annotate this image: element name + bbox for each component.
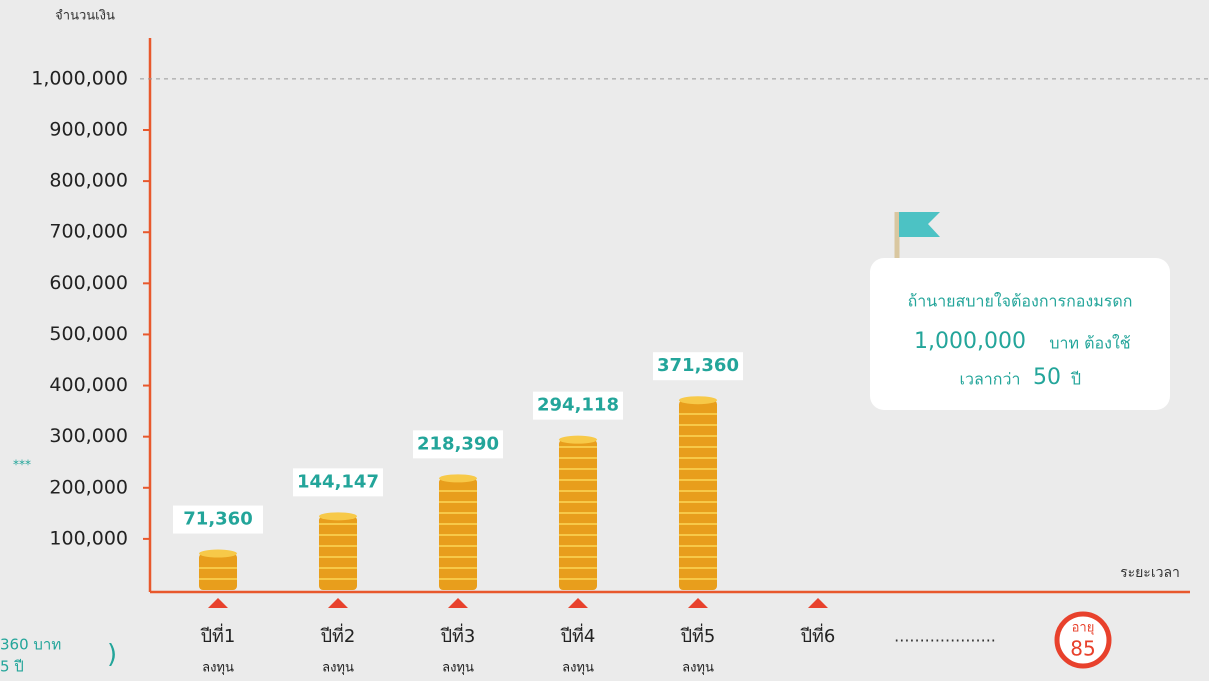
coin-top (319, 512, 357, 520)
coin-stack (679, 396, 717, 590)
ellipsis: .................... (894, 627, 996, 646)
y-tick-label: 400,000 (49, 374, 128, 396)
x-marker (568, 598, 588, 608)
fragment: 5 ปี (0, 658, 24, 676)
x-sublabel: ลงทุน (322, 661, 354, 676)
value-label: 144,147 (297, 471, 379, 492)
x-marker (448, 598, 468, 608)
x-sublabel: ลงทุน (562, 661, 594, 676)
y-tick-label: 1,000,000 (31, 67, 128, 89)
y-tick-label: 900,000 (49, 119, 128, 141)
coin-body (679, 400, 717, 590)
x-tick-label: ปีที่1 (200, 623, 235, 647)
value-label: 71,360 (183, 509, 252, 530)
value-label: 294,118 (537, 395, 619, 416)
coin-top (679, 396, 717, 404)
x-sublabel: ลงทุน (202, 661, 234, 676)
callout-years: 50 (1033, 365, 1061, 390)
coin-stack (559, 436, 597, 590)
coin-top (199, 550, 237, 558)
coin-top (439, 474, 477, 482)
x-tick-label: ปีที่4 (560, 623, 595, 647)
callout-text: ถ้านายสบายใจต้องการกองมรดก (908, 292, 1133, 311)
x-tick-label: ปีที่2 (320, 623, 355, 647)
coin-stack (439, 474, 477, 590)
x-marker (808, 598, 828, 608)
age-label: อายุ (1072, 621, 1095, 636)
callout-amount: 1,000,000 (914, 329, 1026, 354)
callout-text: บาท ต้องใช้ (1049, 334, 1130, 353)
callout-text: เวลากว่า (960, 370, 1021, 389)
fragment: *** (13, 458, 31, 472)
y-tick-label: 300,000 (49, 425, 128, 447)
x-axis-label: ระยะเวลา (1120, 565, 1180, 581)
coin-body (199, 554, 237, 590)
x-tick-label: ปีที่6 (800, 623, 835, 647)
x-marker (328, 598, 348, 608)
y-tick-label: 600,000 (49, 272, 128, 294)
y-tick-label: 700,000 (49, 221, 128, 243)
x-tick-label: ปีที่5 (680, 623, 715, 647)
x-sublabel: ลงทุน (442, 661, 474, 676)
y-tick-label: 200,000 (49, 476, 128, 498)
y-tick-label: 800,000 (49, 170, 128, 192)
x-sublabel: ลงทุน (682, 661, 714, 676)
flag (899, 212, 940, 237)
x-tick-label: ปีที่3 (440, 623, 475, 647)
y-tick-label: 100,000 (49, 527, 128, 549)
y-tick-label: 500,000 (49, 323, 128, 345)
fragment: 360 บาท (0, 636, 61, 654)
value-label: 371,360 (657, 355, 739, 376)
coin-stack (319, 512, 357, 590)
y-axis-label: จำนวนเงิน (55, 9, 115, 24)
callout-text: ปี (1071, 370, 1082, 389)
fragment: ) (107, 640, 117, 670)
age-value: 85 (1070, 637, 1095, 661)
x-marker (208, 598, 228, 608)
x-marker (688, 598, 708, 608)
value-label: 218,390 (417, 433, 499, 454)
callout: ถ้านายสบายใจต้องการกองมรดก 1,000,000 บาท… (870, 212, 1170, 410)
coin-stack (199, 550, 237, 590)
chart: จำนวนเงิน ระยะเวลา ถ้านายสบายใจต้องการกอ… (0, 0, 1209, 681)
coin-top (559, 436, 597, 444)
